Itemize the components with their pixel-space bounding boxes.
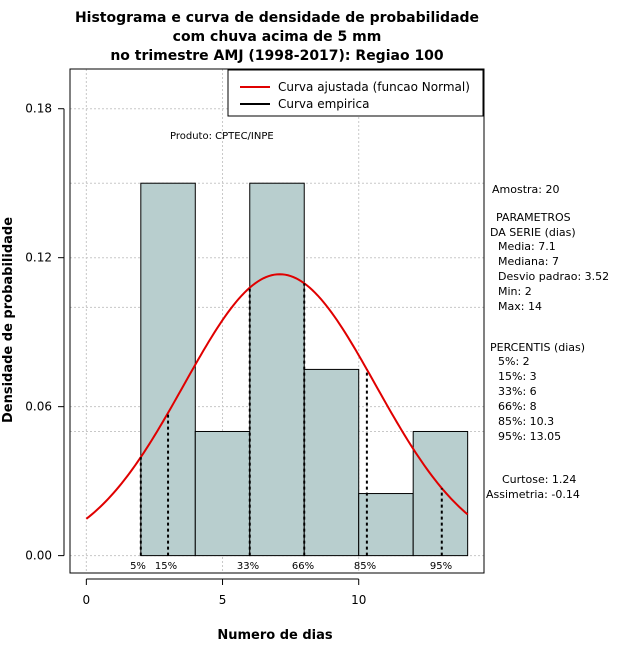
title-line-3: no trimestre AMJ (1998-2017): Regiao 100 (110, 48, 444, 64)
title-line-1: Histograma e curva de densidade de proba… (75, 10, 479, 26)
y-tick-label-1: 0.06 (25, 400, 52, 414)
percentile-label-6: 95% (430, 561, 452, 572)
stat-param-4: Min: 2 (498, 285, 532, 298)
y-tick-label-0: 0.00 (25, 549, 52, 563)
stat-curtose: Curtose: 1.24 (502, 473, 576, 486)
y-axis-title: Densidade de probabilidade (1, 217, 16, 423)
stat-param-1: Media: 7.1 (498, 240, 556, 253)
stat-param-3: Desvio padrao: 3.52 (498, 270, 609, 283)
stat-param-5: Max: 14 (498, 300, 542, 313)
stat-amostra: Amostra: 20 (492, 183, 559, 196)
stat-assimetria: Assimetria: -0.14 (486, 488, 580, 501)
stat-percentil-5: 85%: 10.3 (498, 415, 554, 428)
stat-percentil-3: 33%: 6 (498, 385, 537, 398)
stat-percentil-6: 95%: 13.05 (498, 430, 561, 443)
bar-6 (413, 431, 467, 555)
stat-param-header: PARAMETROS (496, 211, 571, 224)
percentile-label-3: 33% (237, 561, 259, 572)
y-tick-label-3: 0.18 (25, 102, 52, 116)
title-line-2: com chuva acima de 5 mm (173, 29, 382, 45)
legend-label-empirical: Curva empirica (278, 97, 369, 111)
percentile-label-5: 85% (354, 561, 376, 572)
percentile-label-4: 66% (292, 561, 314, 572)
histogram-chart: Histograma e curva de densidade de proba… (0, 0, 640, 660)
percentile-label-1: 5% (130, 561, 146, 572)
stat-percentil-2: 15%: 3 (498, 370, 537, 383)
bar-3 (250, 183, 304, 555)
bar-2 (195, 431, 249, 555)
stat-percentil-4: 66%: 8 (498, 400, 537, 413)
stat-percentil-1: 5%: 2 (498, 355, 530, 368)
x-tick-label-10: 10 (351, 593, 366, 607)
chart-title: Histograma e curva de densidade de proba… (75, 10, 479, 64)
x-tick-label-0: 0 (83, 593, 91, 607)
product-annotation: Produto: CPTEC/INPE (170, 131, 274, 142)
stat-param-sub: DA SERIE (dias) (490, 226, 576, 239)
legend: Curva ajustada (funcao Normal) Curva empi… (228, 70, 483, 116)
percentile-label-2: 15% (155, 561, 177, 572)
x-axis-title: Numero de dias (217, 628, 333, 643)
stat-param-2: Mediana: 7 (498, 255, 559, 268)
x-tick-label-5: 5 (219, 593, 227, 607)
legend-label-fitted: Curva ajustada (funcao Normal) (278, 80, 470, 94)
bar-4 (304, 369, 358, 555)
y-tick-label-2: 0.12 (25, 251, 52, 265)
stat-perc-header: PERCENTIS (dias) (490, 341, 585, 354)
